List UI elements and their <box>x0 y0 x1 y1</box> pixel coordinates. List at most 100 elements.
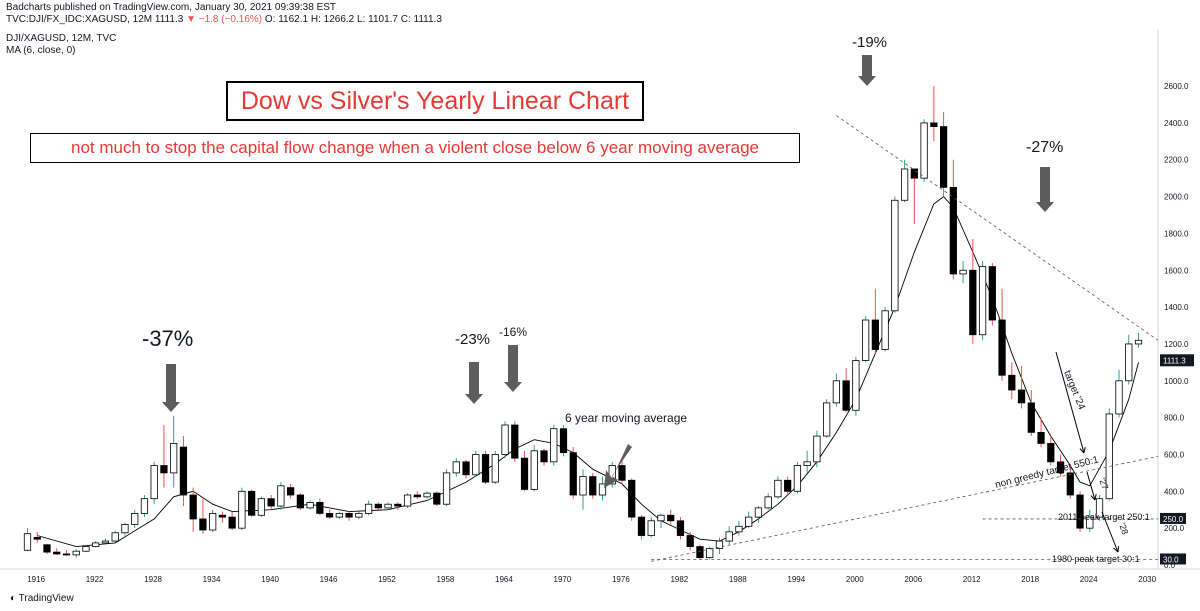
candle-body <box>199 518 207 531</box>
resistance-trendline <box>836 115 1159 341</box>
target-28-label: '28 <box>1117 522 1130 536</box>
candle-body <box>277 485 285 507</box>
brand-label: TradingView <box>18 593 74 604</box>
candle-body <box>101 540 110 544</box>
time-tick-label: 2012 <box>963 575 981 584</box>
candle-body <box>33 536 41 540</box>
candle-body <box>1027 402 1035 433</box>
peak-1980-label: 1980 peak target 30:1 <box>1052 554 1140 564</box>
arrow-2019 <box>1036 167 1054 212</box>
peak-2011-label: 2011 peak target 250:1 <box>1058 512 1150 522</box>
price-flag-label: 30.0 <box>1163 555 1179 564</box>
time-tick-label: 1916 <box>27 575 45 584</box>
candle-body <box>628 479 636 518</box>
candle-body <box>306 501 314 509</box>
candle-body <box>832 380 841 404</box>
ma-annotation-label: 6 year moving average <box>565 411 687 425</box>
chart-subtitle-box: not much to stop the capital flow change… <box>30 133 800 163</box>
candle-body <box>491 454 499 483</box>
price-flag-bg <box>1160 512 1186 524</box>
candle-body <box>316 501 324 514</box>
candle-body <box>900 168 909 201</box>
candle-body <box>881 310 889 350</box>
price-tick-label: 2000.0 <box>1164 193 1189 202</box>
axes: 2600.0 2400.0 2200.0 2000.0 1800.0 1600.0 1400… <box>0 30 1200 584</box>
study-legend-main[interactable]: DJI/XAGUSD, 12M, TVC <box>6 33 117 44</box>
candle-body <box>540 450 548 463</box>
candle-body <box>267 498 275 507</box>
time-tick-label: 2030 <box>1138 575 1156 584</box>
price-flag-bg <box>1160 553 1186 565</box>
candle-body <box>988 266 996 321</box>
time-tick-label: 1982 <box>670 575 688 584</box>
pct-label-2000: -19% <box>852 34 887 51</box>
candle-body <box>413 494 421 498</box>
candle-body <box>23 533 32 551</box>
candle-body <box>452 461 460 474</box>
candle-body <box>1047 443 1055 463</box>
candle-body <box>1066 472 1074 496</box>
candle-body <box>111 532 119 542</box>
tradingview-icon: ◐ <box>10 593 17 604</box>
time-tick-label: 1994 <box>787 575 805 584</box>
candle-body <box>725 531 733 542</box>
candle-body <box>62 553 71 556</box>
candle-body <box>910 168 918 179</box>
arrow-target-28 <box>1101 511 1119 553</box>
time-tick-label: 2000 <box>846 575 864 584</box>
candle-body <box>696 546 704 559</box>
price-tick-label: 1600.0 <box>1164 266 1189 275</box>
arrow-1961 <box>465 362 483 404</box>
arrow-1966 <box>504 345 522 392</box>
candle-body <box>82 546 90 552</box>
price-tick-label: 400.0 <box>1164 487 1185 496</box>
pct-label-1966: -16% <box>499 325 527 339</box>
candle-body <box>472 454 480 476</box>
study-legend-ma[interactable]: MA (6, close, 0) <box>6 45 76 56</box>
candle-body <box>920 122 928 179</box>
candle-body <box>559 428 568 454</box>
support-trendline <box>651 455 1159 562</box>
candle-body <box>384 503 392 509</box>
candle-body <box>374 503 382 509</box>
candle-body <box>1125 343 1133 382</box>
candle-body <box>296 494 304 509</box>
candle-body <box>852 360 860 411</box>
candle-body <box>803 461 811 466</box>
candle-body <box>140 498 149 514</box>
candle-body <box>930 122 938 127</box>
time-tick-label: 1928 <box>144 575 162 584</box>
candle-body <box>228 516 236 529</box>
candle-series <box>23 86 1143 560</box>
candle-body <box>735 525 743 533</box>
candle-body <box>131 513 139 525</box>
candle-body <box>345 513 353 518</box>
candle-body <box>745 516 753 527</box>
candle-body <box>676 520 685 536</box>
candle-body <box>1115 380 1123 415</box>
candle-body <box>939 126 948 188</box>
price-tick-label: 600.0 <box>1164 450 1185 459</box>
arrow-target-28-head <box>1113 545 1120 553</box>
candle-body <box>706 548 714 559</box>
price-flag-label: 250.0 <box>1163 515 1184 524</box>
candle-body <box>530 450 538 490</box>
arrow-target-24 <box>1055 351 1085 454</box>
candle-body <box>871 319 879 350</box>
candle-body <box>248 490 256 516</box>
time-tick-label: 1976 <box>612 575 630 584</box>
candle-body <box>589 476 597 496</box>
target-27-label: '27 <box>1097 477 1110 491</box>
candle-body <box>1008 374 1016 391</box>
tradingview-logo[interactable]: ◐ TradingView <box>10 593 74 604</box>
candle-body <box>579 476 587 496</box>
time-tick-label: 1946 <box>320 575 338 584</box>
symbol-name: TVC:DJI/FX_IDC:XAGUSD, 12M <box>6 14 153 25</box>
candle-body <box>969 269 977 336</box>
candle-body <box>433 492 441 505</box>
price-tick-label: 0.0 <box>1164 561 1176 570</box>
price-tick-label: 200.0 <box>1164 524 1185 533</box>
candle-body <box>442 472 451 505</box>
candle-body <box>209 513 217 531</box>
